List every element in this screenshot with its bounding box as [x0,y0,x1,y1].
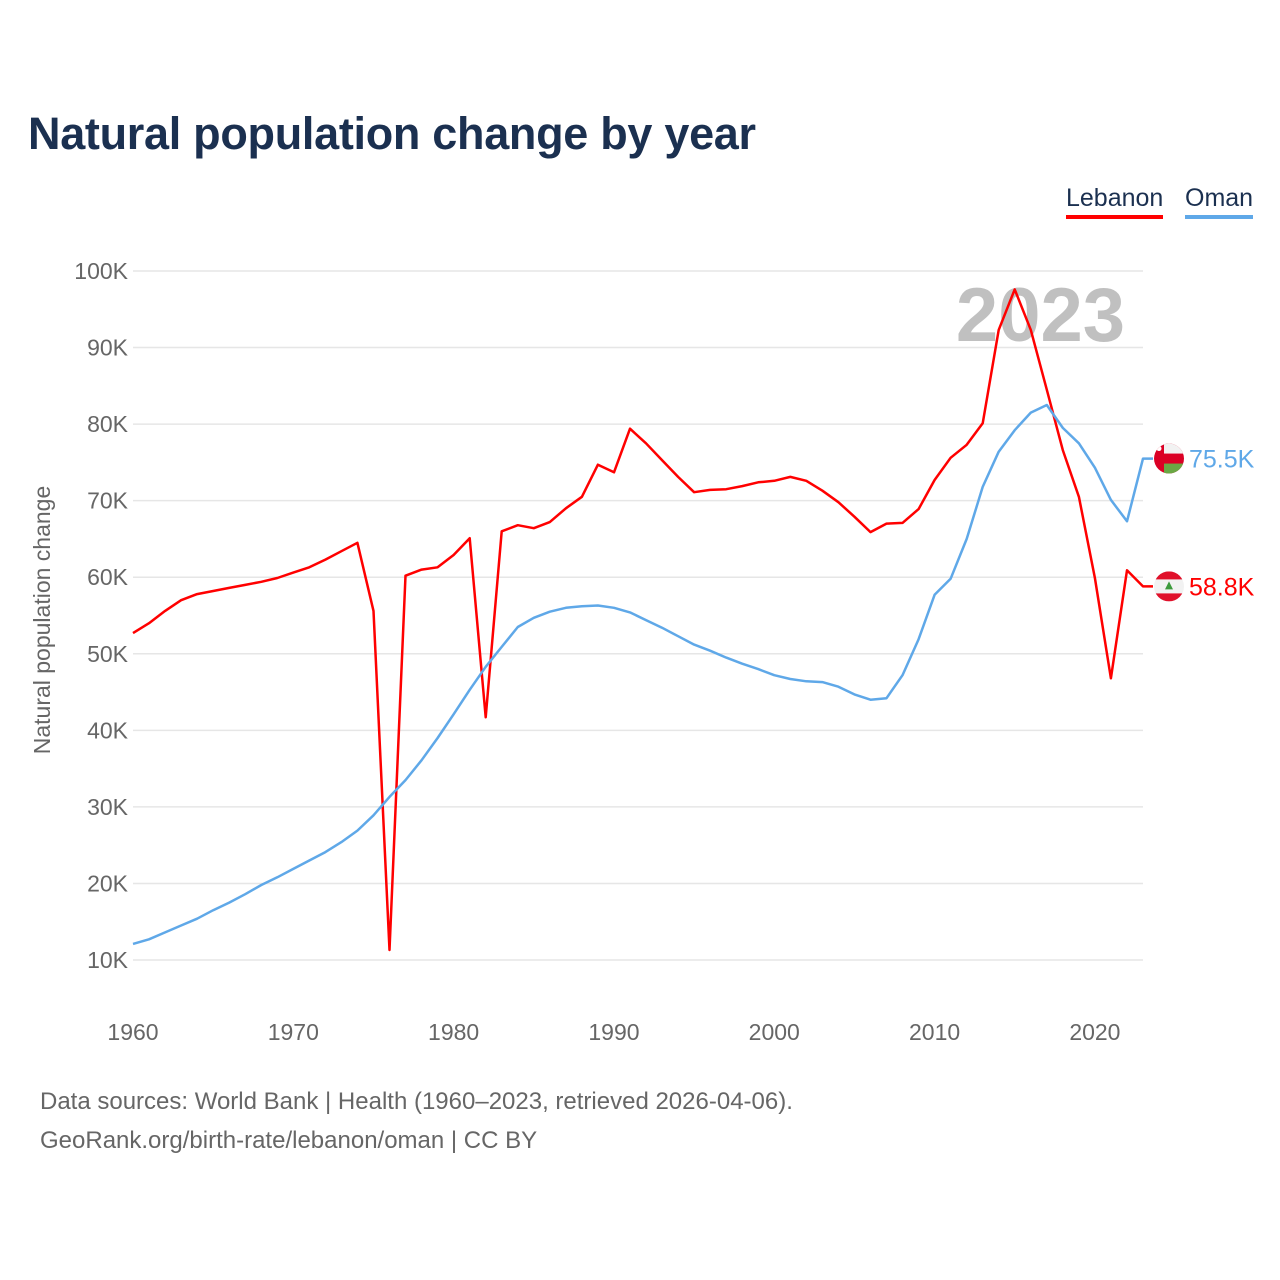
series-line-lebanon [132,288,1153,952]
x-tick-label: 1970 [268,1019,319,1045]
y-tick-label: 90K [87,335,129,361]
y-tick-label: 50K [87,641,129,667]
series-line-oman [132,403,1153,946]
y-tick-label: 70K [87,488,129,514]
y-axis-title: Natural population change [29,486,55,755]
end-value-label-lebanon: 58.8K [1189,573,1255,601]
y-tick-label: 60K [87,564,129,590]
legend-lebanon[interactable]: Lebanon [1066,184,1164,219]
oman-flag-icon [1154,443,1184,474]
x-tick-label: 1960 [107,1019,158,1045]
y-tick-label: 40K [87,717,129,743]
end-value-label-oman: 75.5K [1189,446,1255,474]
credit-link[interactable]: GeoRank.org/birth-rate/lebanon/oman | CC… [40,1127,538,1154]
legend-oman[interactable]: Oman [1185,184,1254,219]
y-tick-label: 10K [87,947,129,973]
y-tick-label: 20K [87,870,129,896]
x-tick-label: 1990 [588,1019,639,1045]
y-tick-label: 80K [87,411,129,437]
y-tick-label: 100K [74,258,128,284]
x-tick-label: 1980 [428,1019,479,1045]
x-tick-label: 2010 [909,1019,960,1045]
chart-title: Natural population change by year [28,108,756,159]
lebanon-flag-icon [1154,571,1184,602]
y-tick-label: 30K [87,794,129,820]
data-sources: Data sources: World Bank | Health (1960–… [40,1088,793,1115]
x-tick-label: 2000 [749,1019,800,1045]
year-watermark: 2023 [956,273,1125,358]
x-tick-label: 2020 [1069,1019,1120,1045]
